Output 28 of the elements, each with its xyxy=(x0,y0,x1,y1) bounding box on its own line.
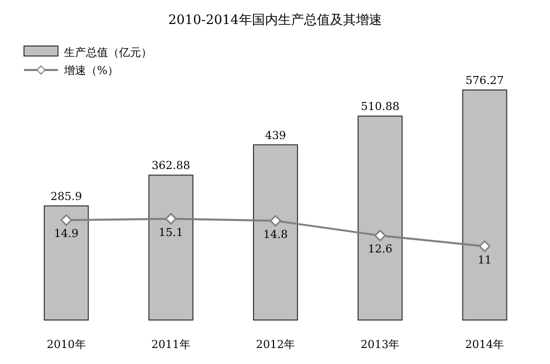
bar xyxy=(253,144,298,320)
data-label: 11 xyxy=(478,253,492,266)
point xyxy=(374,230,386,242)
bar xyxy=(148,174,194,320)
x-tick-label: 2011年 xyxy=(151,338,190,351)
legend-label: 增速（%） xyxy=(63,64,118,77)
data-label: 576.27 xyxy=(465,74,504,87)
data-label: 510.88 xyxy=(360,100,400,114)
data-label: 15.1 xyxy=(158,226,184,239)
x-tick-label: 2012年 xyxy=(256,338,295,351)
data-label: 14.9 xyxy=(54,227,79,240)
x-tick-label: 2014年 xyxy=(465,338,504,351)
legend-label: 生产总值（亿元） xyxy=(64,46,152,59)
data-label: 362.88 xyxy=(152,159,190,172)
bar xyxy=(462,90,508,320)
point xyxy=(270,215,282,227)
x-tick-label: 2010年 xyxy=(46,338,86,351)
point xyxy=(60,214,72,226)
data-label: 439 xyxy=(265,128,286,142)
x-tick-label: 2013年 xyxy=(360,338,400,351)
point xyxy=(165,213,177,225)
bar xyxy=(358,116,403,320)
chart-title: 2010-2014年国内生产总值及其增速 xyxy=(168,13,382,28)
data-label: 12.6 xyxy=(368,242,392,256)
data-label: 285.9 xyxy=(50,190,82,203)
point xyxy=(478,240,490,252)
data-label: 14.8 xyxy=(263,228,288,241)
bar xyxy=(44,205,89,320)
